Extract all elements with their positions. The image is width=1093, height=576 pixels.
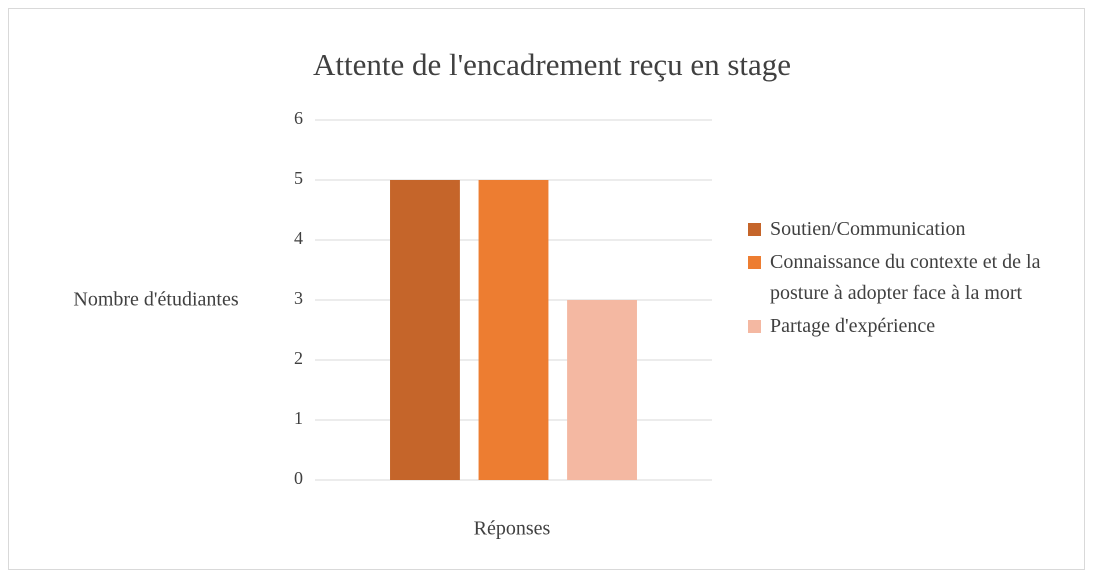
legend-entry: Connaissance du contexte et de la postur…: [748, 247, 1083, 309]
y-tick-label: 0: [294, 468, 303, 488]
legend-label: Soutien/Communication: [770, 218, 966, 240]
legend-swatch: [748, 223, 761, 236]
legend-label: Partage d'expérience: [770, 315, 936, 337]
y-tick-label: 1: [294, 408, 303, 428]
legend-swatch: [748, 256, 761, 269]
y-tick-label: 3: [294, 288, 303, 308]
legend-swatch: [748, 320, 761, 333]
legend-entry: Soutien/Communication: [748, 214, 1083, 245]
legend-entry: Partage d'expérience: [748, 311, 1083, 342]
chart-title: Attente de l'encadrement reçu en stage: [313, 47, 791, 82]
bar: [478, 180, 549, 480]
x-axis-label: Réponses: [474, 518, 551, 540]
y-tick-label: 2: [294, 348, 303, 368]
bar: [567, 300, 637, 480]
y-tick-label: 5: [294, 168, 303, 188]
y-tick-label: 4: [294, 228, 303, 248]
bar: [390, 180, 460, 480]
y-axis-label: Nombre d'étudiantes: [73, 289, 238, 311]
legend-label: Connaissance du contexte et de la postur…: [770, 251, 1041, 304]
y-tick-label: 6: [294, 108, 303, 128]
legend: Soutien/Communication Connaissance du con…: [748, 214, 1083, 344]
